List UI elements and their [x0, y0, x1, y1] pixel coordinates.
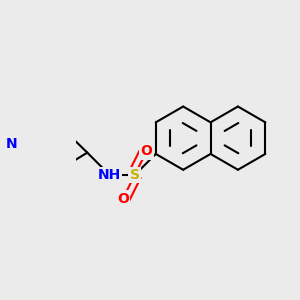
- Text: O: O: [141, 144, 152, 158]
- Text: NH: NH: [98, 168, 121, 182]
- Text: S: S: [130, 168, 140, 182]
- Text: N: N: [6, 137, 18, 151]
- Text: O: O: [117, 192, 129, 206]
